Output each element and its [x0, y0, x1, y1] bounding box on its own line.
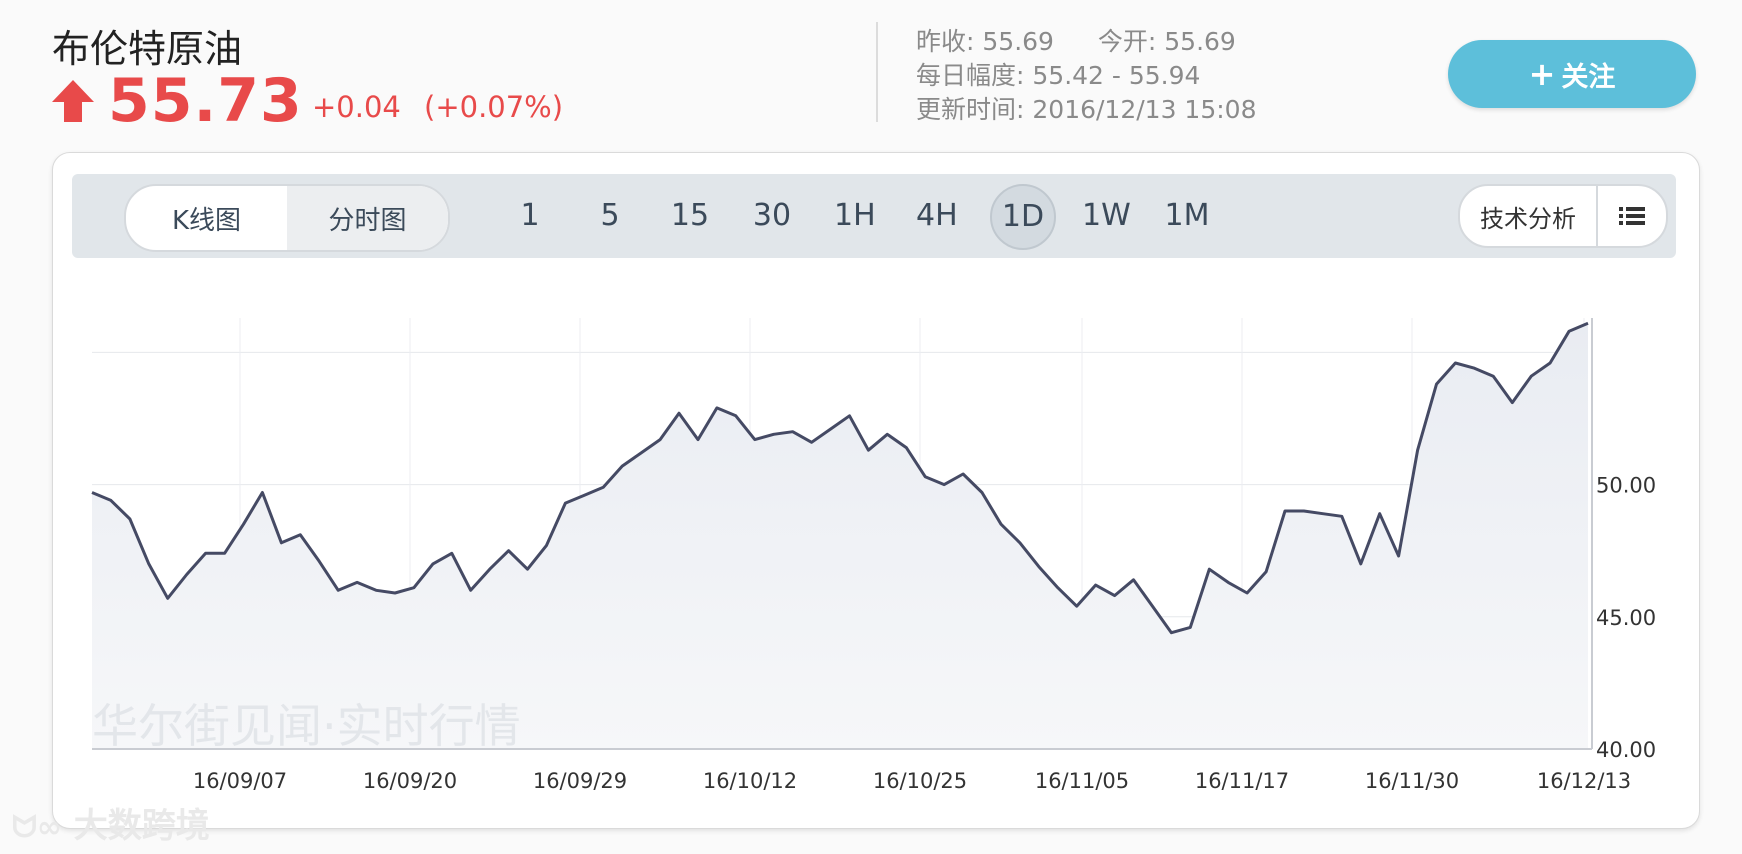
- update-label: 更新时间:: [916, 95, 1025, 124]
- update-time: 2016/12/13 15:08: [1032, 95, 1257, 124]
- chart-axes: 40.00 45.00 50.00 16/09/07 16/09/20 16/09/29 1…: [92, 318, 1656, 793]
- chart-watermark: 华尔街见闻·实时行情: [92, 690, 521, 756]
- period-4h[interactable]: 4H: [916, 198, 958, 233]
- period-1w[interactable]: 1W: [1082, 198, 1131, 233]
- x-tick-label: 16/09/29: [533, 769, 627, 793]
- price-change-percent: (+0.07%): [424, 90, 564, 124]
- watermark-separator: ·: [322, 699, 337, 753]
- x-tick-label: 16/11/05: [1035, 769, 1129, 793]
- follow-label: 关注: [1561, 61, 1616, 93]
- range-value: 55.42 - 55.94: [1032, 61, 1201, 90]
- x-tick-label: 16/10/12: [703, 769, 797, 793]
- range-label: 每日幅度:: [916, 61, 1025, 90]
- corner-watermark: ᗢ∞ 大数跨境: [12, 798, 210, 847]
- range-row: 每日幅度: 55.42 - 55.94: [916, 56, 1200, 92]
- watermark-product: 实时行情: [336, 699, 521, 753]
- period-15[interactable]: 15: [670, 198, 710, 233]
- y-tick-label: 50.00: [1596, 474, 1656, 498]
- period-30[interactable]: 30: [752, 198, 792, 233]
- prev-close-label: 昨收:: [916, 27, 975, 56]
- x-tick-label: 16/12/13: [1537, 769, 1631, 793]
- instrument-name: 布伦特原油: [52, 27, 243, 71]
- x-tick-label: 16/09/20: [363, 769, 457, 793]
- current-price: 55.73: [108, 66, 303, 136]
- arrow-up-icon: [52, 80, 94, 122]
- price-line: [91, 321, 1589, 635]
- period-5[interactable]: 5: [600, 198, 620, 233]
- prev-open-row: 昨收: 55.69 今开: 55.69: [916, 22, 1236, 58]
- x-tick-label: 16/11/17: [1195, 769, 1289, 793]
- x-tick-label: 16/10/25: [873, 769, 967, 793]
- kline-mode-button[interactable]: K线图: [171, 205, 242, 236]
- open-value: 55.69: [1164, 27, 1236, 56]
- plus-icon: +: [1528, 55, 1556, 93]
- chart-mode-toggle: K线图 分时图: [124, 184, 450, 252]
- y-tick-label: 45.00: [1596, 606, 1656, 630]
- x-tick-label: 16/11/30: [1365, 769, 1459, 793]
- prev-close-value: 55.69: [982, 27, 1054, 56]
- timeshare-mode-button[interactable]: 分时图: [287, 186, 448, 250]
- list-menu-button[interactable]: [1598, 186, 1666, 246]
- price-area: [92, 323, 1588, 749]
- update-row: 更新时间: 2016/12/13 15:08: [916, 90, 1256, 126]
- list-icon: [1619, 207, 1645, 225]
- price-change: +0.04: [312, 90, 401, 124]
- corner-watermark-text: 大数跨境: [73, 806, 210, 846]
- period-1d[interactable]: 1D: [990, 184, 1056, 250]
- technical-analysis-button[interactable]: 技术分析: [1460, 186, 1598, 246]
- period-1m[interactable]: 1M: [1164, 198, 1210, 233]
- header-divider: [876, 22, 878, 122]
- x-tick-label: 16/09/07: [193, 769, 287, 793]
- watermark-logo-icon: ᗢ∞: [12, 810, 62, 845]
- period-1[interactable]: 1: [520, 198, 540, 233]
- period-1h[interactable]: 1H: [834, 198, 876, 233]
- watermark-brand: 华尔街见闻: [92, 699, 322, 753]
- follow-button[interactable]: + 关注: [1448, 40, 1696, 108]
- analysis-group: 技术分析: [1458, 184, 1668, 248]
- open-label: 今开:: [1097, 27, 1157, 56]
- y-tick-label: 40.00: [1596, 738, 1656, 762]
